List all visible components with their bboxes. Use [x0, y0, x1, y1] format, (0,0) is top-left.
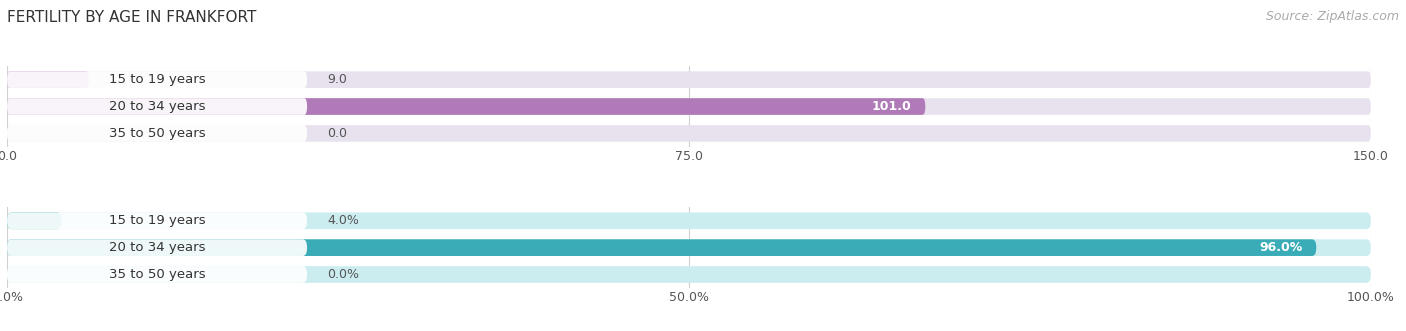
Text: 35 to 50 years: 35 to 50 years: [108, 268, 205, 281]
Text: FERTILITY BY AGE IN FRANKFORT: FERTILITY BY AGE IN FRANKFORT: [7, 10, 256, 25]
FancyBboxPatch shape: [7, 239, 1371, 256]
FancyBboxPatch shape: [7, 213, 1371, 229]
FancyBboxPatch shape: [7, 213, 62, 229]
FancyBboxPatch shape: [7, 266, 307, 283]
FancyBboxPatch shape: [7, 71, 307, 88]
Text: 20 to 34 years: 20 to 34 years: [108, 241, 205, 254]
Text: 4.0%: 4.0%: [328, 214, 360, 227]
Text: 101.0: 101.0: [872, 100, 911, 113]
FancyBboxPatch shape: [7, 239, 307, 256]
Text: 0.0%: 0.0%: [328, 268, 360, 281]
FancyBboxPatch shape: [7, 213, 307, 229]
FancyBboxPatch shape: [7, 98, 307, 115]
Text: 96.0%: 96.0%: [1260, 241, 1302, 254]
Text: 0.0: 0.0: [328, 127, 347, 140]
FancyBboxPatch shape: [7, 71, 1371, 88]
FancyBboxPatch shape: [7, 266, 1371, 283]
FancyBboxPatch shape: [7, 125, 1371, 142]
Text: 15 to 19 years: 15 to 19 years: [108, 214, 205, 227]
Text: 15 to 19 years: 15 to 19 years: [108, 73, 205, 86]
Text: Source: ZipAtlas.com: Source: ZipAtlas.com: [1265, 10, 1399, 23]
Text: 20 to 34 years: 20 to 34 years: [108, 100, 205, 113]
Text: 9.0: 9.0: [328, 73, 347, 86]
FancyBboxPatch shape: [7, 71, 89, 88]
FancyBboxPatch shape: [7, 125, 307, 142]
FancyBboxPatch shape: [7, 239, 1316, 256]
FancyBboxPatch shape: [7, 98, 925, 115]
FancyBboxPatch shape: [7, 98, 1371, 115]
Text: 35 to 50 years: 35 to 50 years: [108, 127, 205, 140]
